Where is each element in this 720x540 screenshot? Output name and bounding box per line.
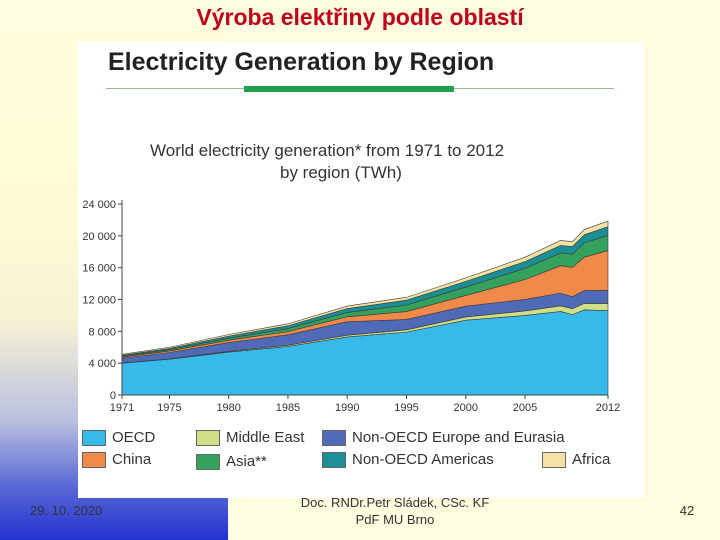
y-tick-label: 16 000: [82, 263, 116, 275]
footer-author-line2: PdF MU Brno: [355, 512, 435, 527]
y-tick-label: 12 000: [82, 295, 116, 307]
title-rule-accent: [244, 86, 454, 92]
legend-swatch-middle-east: [196, 429, 220, 446]
legend-item-non-oecd-europe: Non-OECD Europe and Eurasia: [322, 429, 565, 446]
area-series-africa: [121, 220, 609, 356]
legend-item-middle-east: Middle East: [196, 429, 304, 446]
legend-label-non-oecd-americas: Non-OECD Americas: [352, 451, 494, 468]
legend-swatch-africa: [542, 451, 566, 468]
legend-label-asia: Asia**: [226, 453, 267, 470]
x-tick-label: 2012: [596, 402, 620, 414]
x-tick-label: 1990: [335, 402, 359, 414]
legend-swatch-oecd: [82, 429, 106, 446]
x-tick-label: 2005: [513, 402, 537, 414]
chart-subtitle-line2: by region (TWh): [280, 163, 402, 182]
y-tick-label: 4 000: [88, 358, 116, 370]
x-tick-label: 1985: [276, 402, 300, 414]
legend-swatch-china: [82, 451, 106, 468]
legend-label-china: China: [112, 451, 152, 468]
footer-author-line1: Doc. RNDr.Petr Sládek, CSc. KF: [300, 495, 490, 510]
footer-author: Doc. RNDr.Petr Sládek, CSc. KF PdF MU Br…: [290, 494, 500, 528]
slide-title: Výroba elektřiny podle oblastí: [196, 4, 524, 30]
x-tick-label: 2000: [454, 402, 478, 414]
x-tick-label: 1995: [394, 402, 418, 414]
legend-label-oecd: OECD: [112, 429, 156, 446]
legend-label-non-oecd-europe: Non-OECD Europe and Eurasia: [352, 429, 565, 446]
legend-swatch-non-oecd-americas: [322, 451, 346, 468]
y-tick-label: 20 000: [82, 231, 116, 243]
x-tick-label: 1975: [157, 402, 181, 414]
footer-date: 29. 10. 2020: [30, 503, 103, 518]
chart-card: Electricity Generation by Region World e…: [78, 42, 644, 498]
x-tick-label: 1971: [110, 402, 134, 414]
chart-plot: 0 4 000 8 000 12 000 16 000 20 000 24 000 1971 1…: [82, 199, 620, 414]
legend-swatch-asia: [196, 453, 220, 470]
x-tick-label: 1980: [216, 402, 240, 414]
legend-item-non-oecd-americas: Non-OECD Americas: [322, 451, 494, 468]
legend-label-africa: Africa: [572, 451, 611, 468]
page-number: 42: [679, 503, 695, 518]
legend-item-africa: Africa: [542, 451, 610, 468]
y-tick-label: 8 000: [88, 326, 116, 338]
legend-swatch-non-oecd-europe: [322, 429, 346, 446]
chart-title: Electricity Generation by Region: [108, 48, 495, 76]
legend-label-middle-east: Middle East: [226, 429, 305, 446]
legend-item-asia: Asia**: [196, 453, 267, 470]
chart-subtitle: World electricity generation* from 1971 …: [150, 140, 570, 184]
chart-legend: OECD Middle East Non-OECD Europe and Eur…: [78, 423, 644, 473]
y-tick-label: 0: [110, 390, 116, 402]
chart-subtitle-line1: World electricity generation* from 1971 …: [150, 141, 505, 160]
y-tick-label: 24 000: [82, 199, 116, 211]
legend-item-oecd: OECD: [82, 429, 155, 446]
legend-item-china: China: [82, 451, 151, 468]
